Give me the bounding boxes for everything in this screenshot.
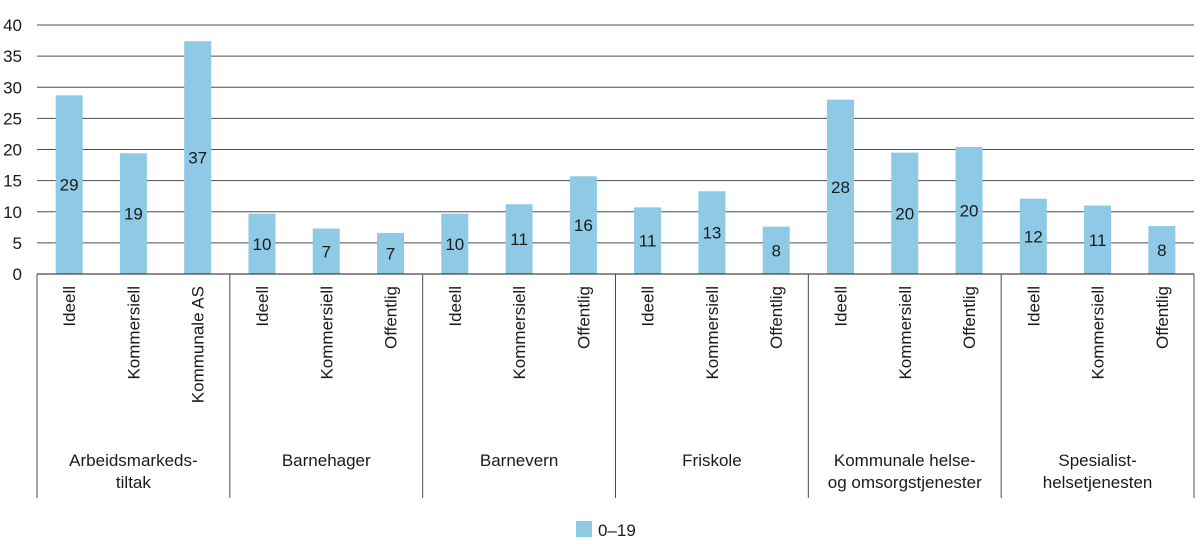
y-tick-label: 0 [13, 265, 22, 284]
y-tick-label: 5 [13, 234, 22, 253]
bar-data-label: 28 [831, 178, 850, 197]
category-label: Ideell [831, 286, 850, 327]
category-label: Ideell [253, 286, 272, 327]
legend-label: 0–19 [598, 521, 636, 540]
group-label: Barnevern [480, 451, 558, 470]
bar-data-label: 7 [386, 244, 395, 263]
bar [505, 204, 533, 274]
bar [1084, 205, 1112, 274]
legend-swatch [576, 521, 592, 537]
legend: 0–19 [576, 521, 636, 540]
bar-data-label: 8 [771, 241, 780, 260]
bar-data-label: 11 [1089, 231, 1107, 250]
bar [441, 213, 469, 274]
bar [955, 147, 983, 274]
category-label: Offentlig [767, 286, 786, 349]
bar [312, 228, 340, 274]
bar-data-label: 10 [445, 235, 464, 254]
bar-data-label: 20 [960, 202, 979, 221]
bar [248, 213, 276, 274]
bar-data-label: 37 [188, 149, 207, 168]
axis-layer: 0 5 10 15 20 25 30 35 40 Ideell Kommersiell Kommuna… [3, 16, 1195, 498]
bar [55, 95, 83, 274]
bar-data-label: 12 [1024, 227, 1043, 246]
bar-data-label: 16 [574, 216, 593, 235]
category-label: Kommersiell [703, 286, 722, 380]
y-tick-label: 35 [3, 47, 22, 66]
category-label: Offentlig [382, 286, 401, 349]
bar-data-label: 29 [60, 176, 79, 195]
group-label: Friskole [682, 451, 742, 470]
y-tick-label: 15 [3, 172, 22, 191]
y-tick-label: 40 [3, 16, 22, 35]
bar [1148, 226, 1176, 274]
group-label: og omsorgstjenester [828, 473, 982, 492]
bar-data-label: 11 [510, 230, 528, 249]
bar-data-label: 20 [895, 204, 914, 223]
bar-data-label: 7 [322, 242, 331, 261]
bar [1019, 198, 1047, 274]
category-label: Ideell [446, 286, 465, 327]
category-label: Ideell [60, 286, 79, 327]
group-label: Arbeidsmarkeds- [69, 451, 198, 470]
bars-layer: 29 19 37 10 7 7 10 11 16 11 13 8 28 20 20 12 11 8 [55, 41, 1176, 275]
bar [569, 176, 597, 274]
grid-layer [37, 24, 1194, 244]
group-label: helsetjenesten [1043, 473, 1153, 492]
category-label: Ideell [1024, 286, 1043, 327]
group-label: tiltak [116, 473, 151, 492]
bar [119, 153, 147, 274]
bar-data-label: 11 [639, 232, 657, 251]
group-label: Barnehager [282, 451, 371, 470]
y-tick-label: 10 [3, 203, 22, 222]
category-label: Offentlig [1153, 286, 1172, 349]
category-label: Kommersiell [510, 286, 529, 380]
bar [826, 99, 854, 274]
category-label: Kommersiell [1089, 286, 1108, 380]
bar [762, 226, 790, 274]
category-label: Kommersiell [896, 286, 915, 380]
bar [891, 152, 919, 274]
group-label: Spesialist- [1058, 451, 1136, 470]
y-tick-label: 30 [3, 78, 22, 97]
bar [634, 207, 662, 274]
y-tick-label: 20 [3, 141, 22, 160]
bar-data-label: 13 [702, 224, 721, 243]
bar-data-label: 19 [124, 205, 143, 224]
y-tick-label: 25 [3, 109, 22, 128]
category-label: Kommersiell [124, 286, 143, 380]
bar [698, 191, 726, 274]
category-label: Ideell [639, 286, 658, 327]
category-label: Offentlig [574, 286, 593, 349]
bar [377, 232, 405, 274]
bar [184, 41, 212, 275]
category-label: Kommersiell [317, 286, 336, 380]
group-label: Kommunale helse- [834, 451, 976, 470]
category-label: Kommunale AS [189, 286, 208, 403]
category-label: Offentlig [960, 286, 979, 349]
bar-data-label: 8 [1157, 241, 1166, 260]
bar-data-label: 10 [253, 235, 272, 254]
